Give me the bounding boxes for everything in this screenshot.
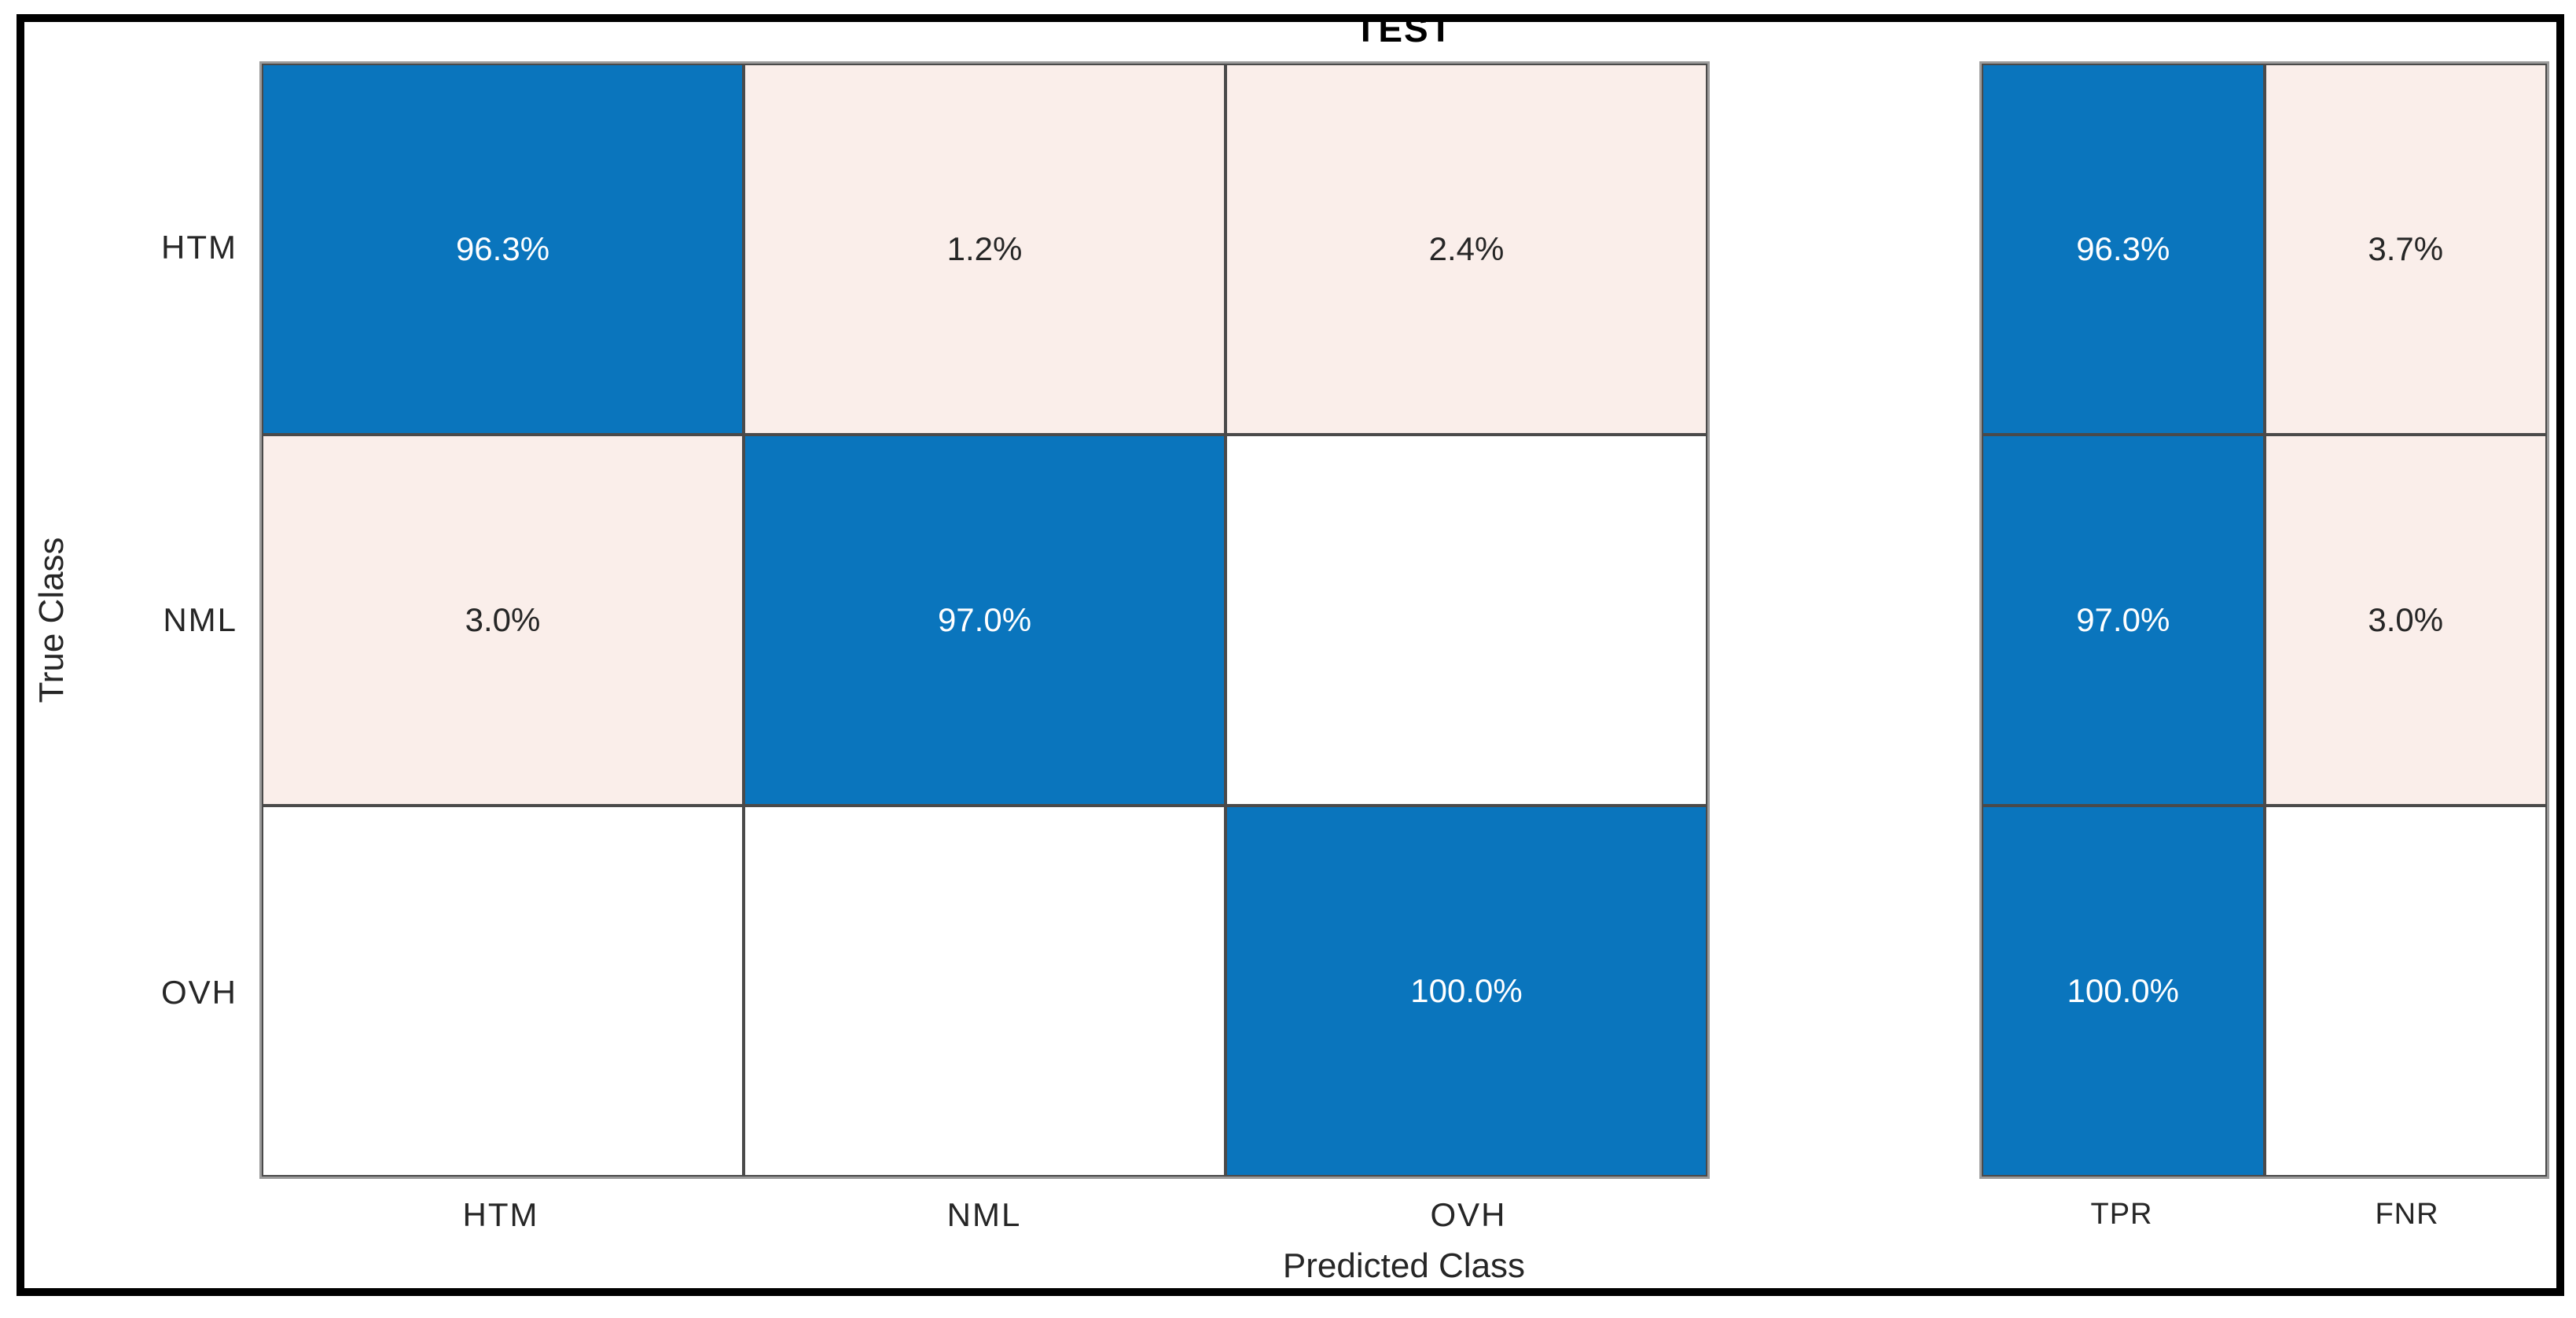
matrix-cell-r1c2: [1226, 435, 1707, 806]
matrix-cell-r0c1: 1.2%: [744, 64, 1226, 435]
confusion-matrix-grid: 96.3% 1.2% 2.4% 3.0% 97.0% 100.0%: [259, 61, 1710, 1179]
matrix-cell-r2c2: 100.0%: [1226, 806, 1707, 1177]
summary-cell-r0-fnr: 3.7%: [2264, 64, 2547, 435]
col-label-htm: HTM: [462, 1196, 539, 1233]
matrix-cell-r0c0: 96.3%: [262, 64, 744, 435]
summary-cell-r1-fnr: 3.0%: [2264, 435, 2547, 806]
summary-cell-r1-tpr: 97.0%: [1982, 435, 2265, 806]
row-label-ovh: OVH: [160, 974, 237, 1011]
figure-border-frame: [17, 14, 2564, 1296]
y-axis-label: True Class: [32, 537, 71, 703]
summary-grid: 96.3% 3.7% 97.0% 3.0% 100.0%: [1979, 61, 2549, 1179]
summary-cell-r0-tpr: 96.3%: [1982, 64, 2265, 435]
matrix-cell-r2c1: [744, 806, 1226, 1177]
matrix-cell-r0c2: 2.4%: [1226, 64, 1707, 435]
col-label-fnr: FNR: [2375, 1198, 2439, 1231]
chart-title: TEST: [1354, 9, 1453, 50]
summary-cell-r2-fnr: [2264, 806, 2547, 1177]
col-label-nml: NML: [946, 1196, 1022, 1233]
col-label-tpr: TPR: [2090, 1198, 2153, 1231]
matrix-cell-r2c0: [262, 806, 744, 1177]
row-label-nml: NML: [163, 601, 237, 638]
summary-cell-r2-tpr: 100.0%: [1982, 806, 2265, 1177]
col-label-ovh: OVH: [1430, 1196, 1507, 1233]
matrix-cell-r1c0: 3.0%: [262, 435, 744, 806]
matrix-cell-r1c1: 97.0%: [744, 435, 1226, 806]
row-label-htm: HTM: [161, 229, 237, 266]
x-axis-label: Predicted Class: [1282, 1246, 1526, 1285]
